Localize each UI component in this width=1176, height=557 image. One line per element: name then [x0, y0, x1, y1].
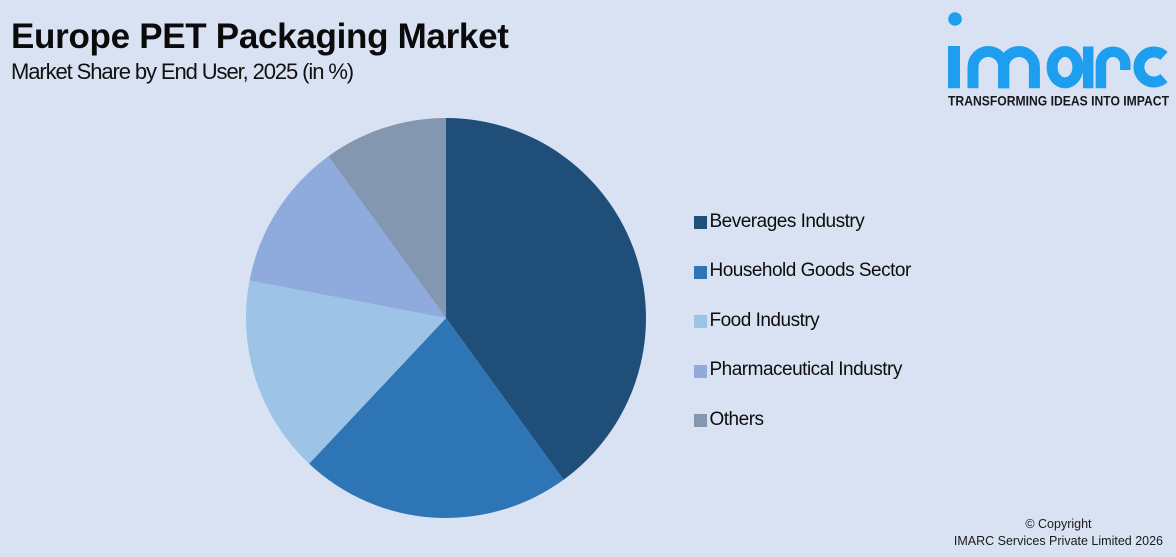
svg-text:TRANSFORMING IDEAS INTO IMPACT: TRANSFORMING IDEAS INTO IMPACT	[948, 94, 1170, 109]
